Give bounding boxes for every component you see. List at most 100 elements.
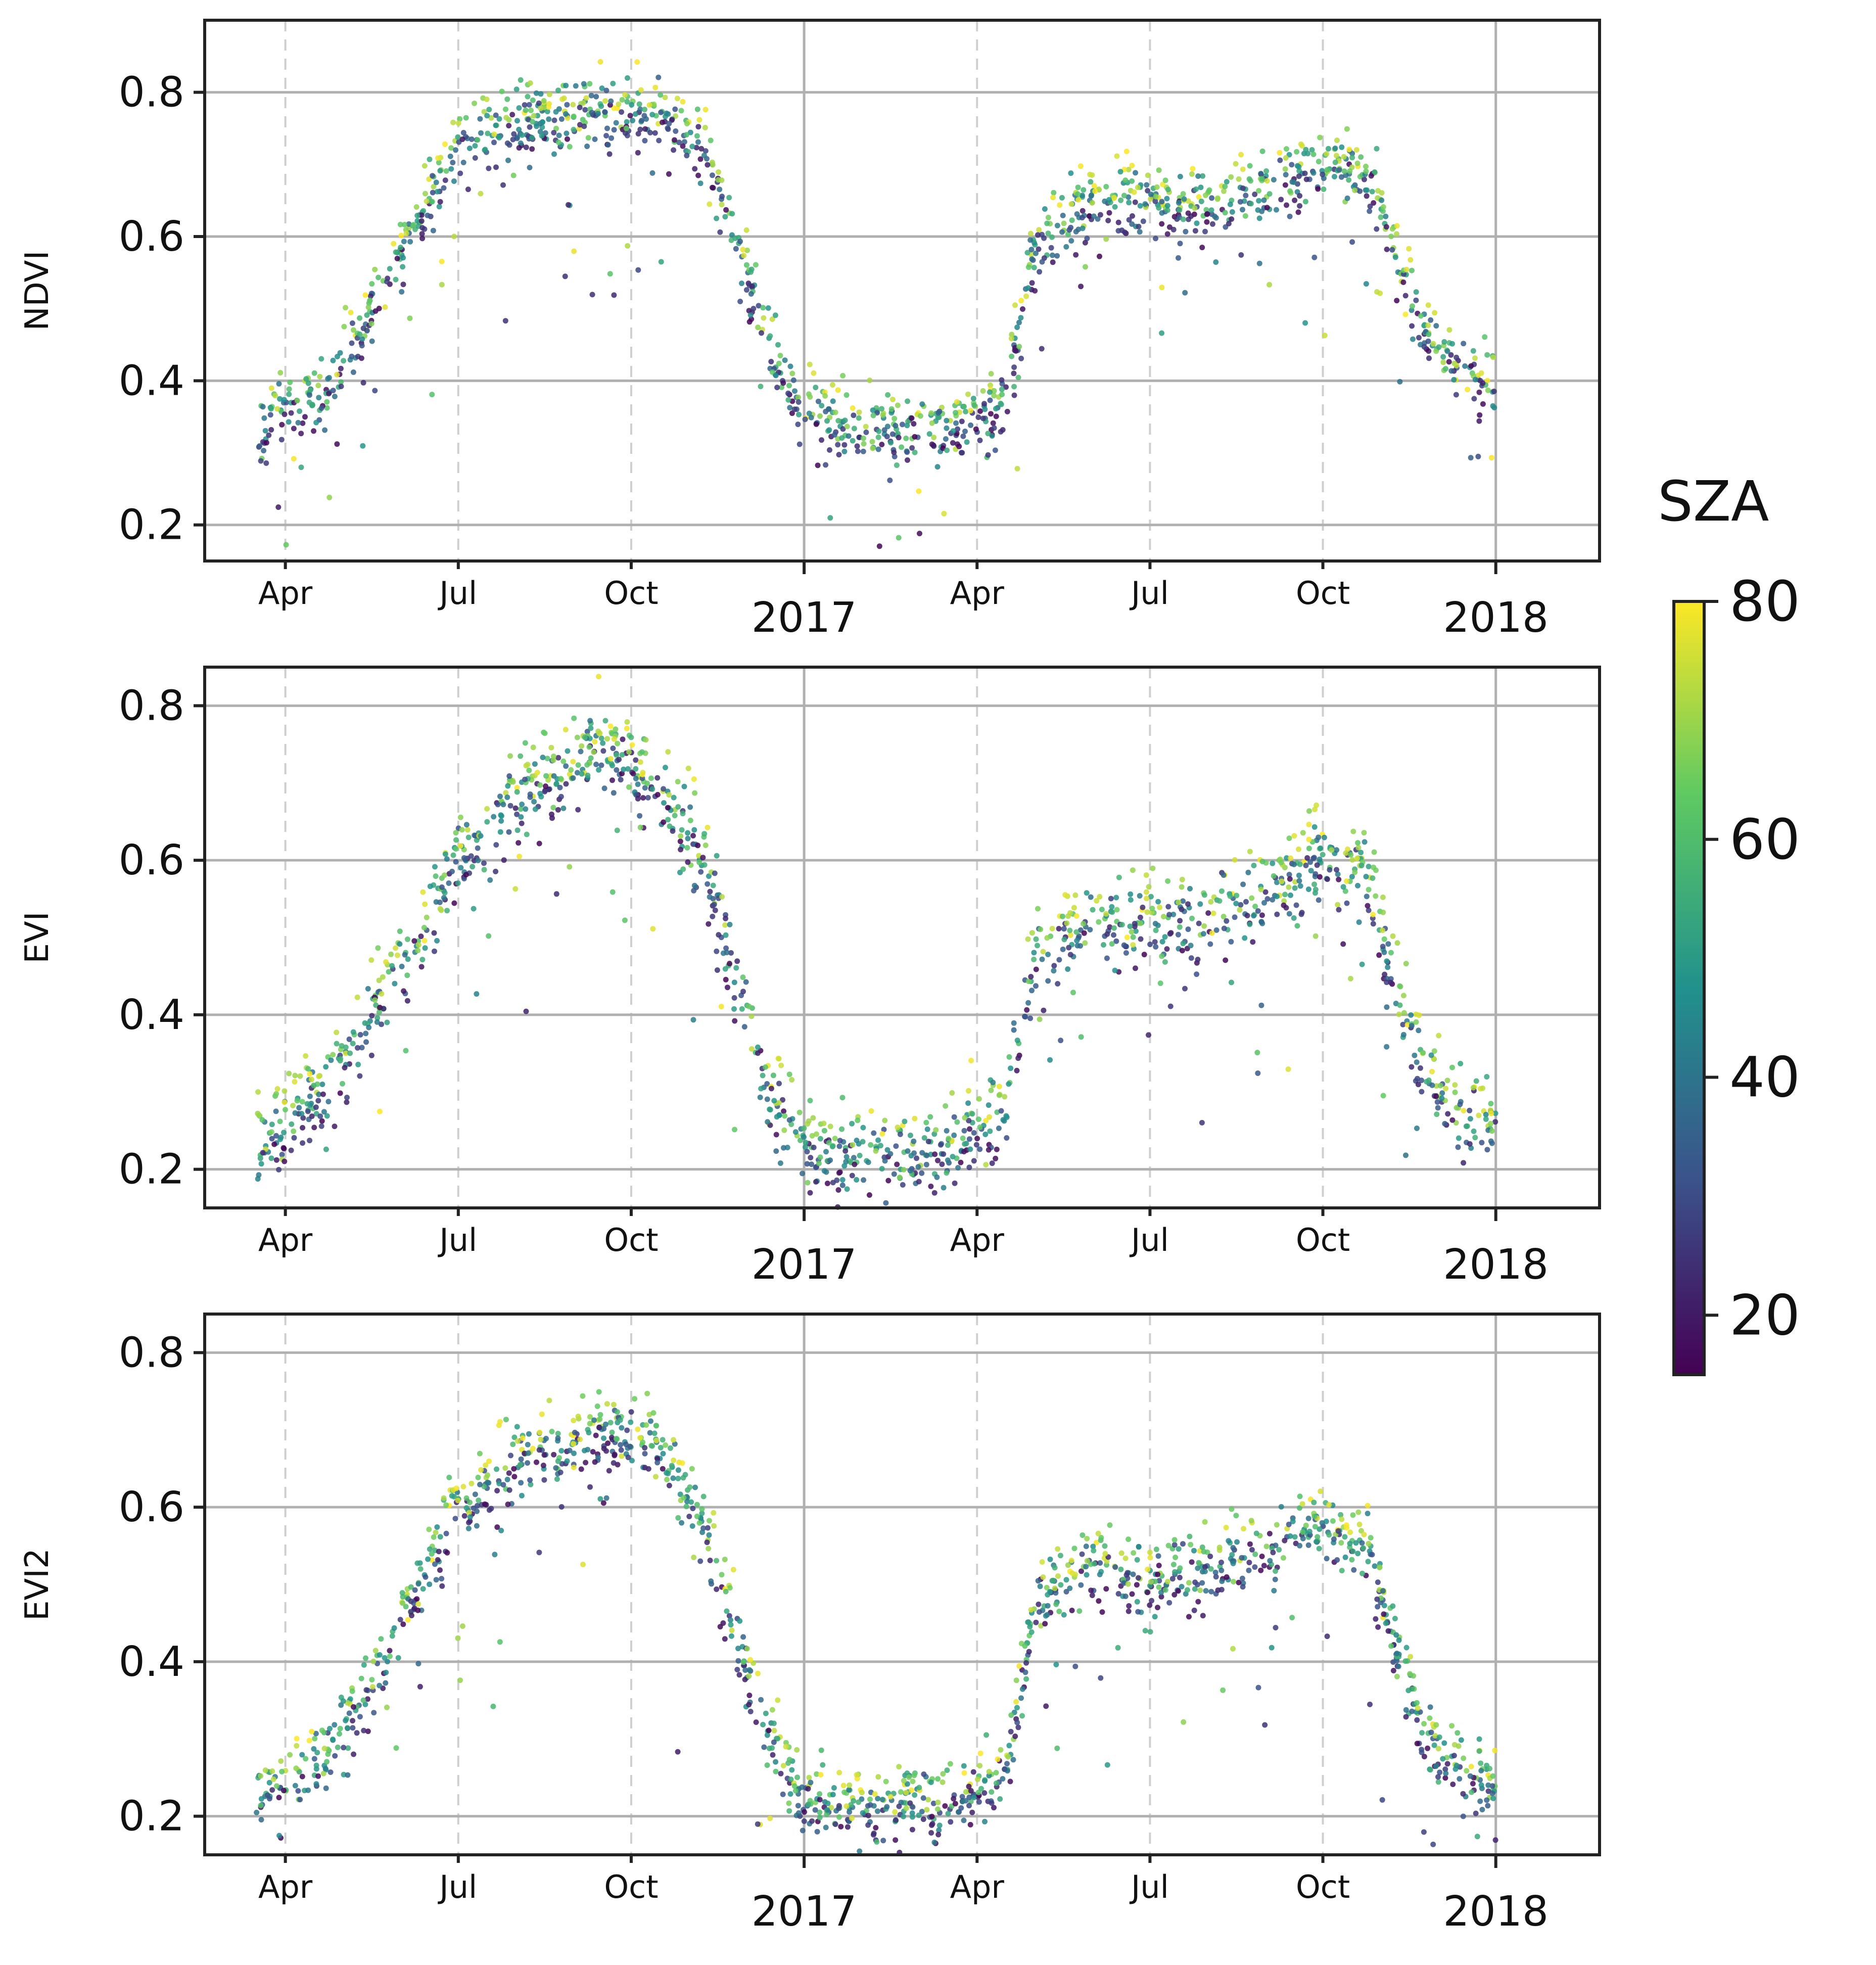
data-point xyxy=(1394,1651,1400,1656)
data-point xyxy=(549,1429,555,1434)
data-point xyxy=(699,1506,705,1512)
data-point xyxy=(1476,389,1482,395)
data-point xyxy=(324,405,330,411)
data-point xyxy=(1011,1027,1017,1033)
data-point xyxy=(1022,1643,1028,1649)
data-point xyxy=(634,59,640,65)
data-point xyxy=(1037,1016,1043,1022)
data-point xyxy=(1363,874,1369,879)
data-point xyxy=(1384,1044,1390,1050)
data-point xyxy=(1049,925,1055,931)
data-point xyxy=(575,770,580,776)
y-tick-label: 0.8 xyxy=(119,69,184,117)
data-point xyxy=(579,743,585,749)
data-point xyxy=(1106,197,1112,203)
data-point xyxy=(1267,1531,1273,1536)
data-point xyxy=(778,1062,784,1068)
data-point xyxy=(1179,1583,1185,1589)
data-point xyxy=(887,1151,894,1157)
data-point xyxy=(1080,225,1086,231)
data-point xyxy=(1063,1577,1069,1583)
data-point xyxy=(1310,855,1317,861)
data-point xyxy=(1172,1555,1179,1560)
data-point xyxy=(486,165,492,171)
data-point xyxy=(914,1155,919,1161)
data-point xyxy=(1242,935,1248,941)
data-point xyxy=(1155,1553,1161,1559)
data-point xyxy=(701,862,708,868)
data-point xyxy=(751,306,757,312)
data-point xyxy=(1317,1526,1323,1532)
data-point xyxy=(621,766,627,772)
data-point xyxy=(1410,336,1416,342)
data-point xyxy=(1121,193,1127,199)
x-tick-label: Oct xyxy=(1296,1868,1350,1905)
data-point xyxy=(807,394,813,400)
data-point xyxy=(711,1510,717,1516)
data-point xyxy=(313,1781,319,1787)
data-point xyxy=(1380,1093,1386,1099)
data-point xyxy=(1098,1675,1104,1681)
data-point xyxy=(573,83,579,89)
data-point xyxy=(802,416,808,423)
data-point xyxy=(1197,1587,1203,1594)
data-point xyxy=(986,1769,992,1775)
data-point xyxy=(1045,1603,1051,1609)
data-point xyxy=(258,1817,264,1822)
data-point xyxy=(1180,216,1186,222)
data-point xyxy=(371,1710,377,1716)
data-point xyxy=(998,400,1004,406)
data-point xyxy=(1443,366,1448,372)
data-point xyxy=(1378,214,1384,220)
data-point xyxy=(439,258,445,264)
data-point xyxy=(562,273,568,279)
data-point xyxy=(1133,965,1138,971)
data-point xyxy=(441,895,447,901)
data-point xyxy=(391,1625,397,1631)
data-point xyxy=(297,1797,303,1803)
data-point xyxy=(1479,1807,1485,1812)
data-point xyxy=(610,745,616,752)
data-point xyxy=(553,125,559,131)
data-point xyxy=(351,327,356,333)
data-point xyxy=(415,1601,421,1607)
data-point xyxy=(551,151,557,157)
data-point xyxy=(1075,184,1081,191)
data-point xyxy=(1408,257,1414,263)
data-point xyxy=(484,97,490,102)
data-point xyxy=(263,440,269,446)
data-point xyxy=(1442,1120,1448,1127)
data-point xyxy=(884,434,890,440)
data-point xyxy=(773,1768,779,1774)
data-point xyxy=(1177,207,1183,213)
data-point xyxy=(660,1437,666,1443)
data-point xyxy=(421,924,427,930)
data-point xyxy=(1145,188,1151,194)
data-point xyxy=(835,418,841,424)
data-point xyxy=(664,110,670,116)
data-point xyxy=(991,425,997,431)
data-point xyxy=(1130,934,1136,940)
data-point xyxy=(274,1783,279,1789)
data-point xyxy=(1114,153,1120,159)
data-point xyxy=(994,1146,1000,1152)
data-point xyxy=(1349,1557,1355,1563)
data-point xyxy=(625,243,631,249)
data-point xyxy=(757,1094,763,1100)
data-point xyxy=(1419,1089,1425,1095)
data-point xyxy=(279,1152,285,1157)
data-point xyxy=(1071,1546,1077,1552)
data-point xyxy=(1061,926,1067,932)
data-point xyxy=(989,1800,995,1806)
data-point xyxy=(722,1557,728,1563)
data-point xyxy=(1123,1572,1130,1578)
data-point xyxy=(973,1142,979,1148)
data-point xyxy=(316,395,322,401)
data-point xyxy=(369,281,375,287)
data-point xyxy=(1244,913,1250,919)
data-point xyxy=(1051,190,1057,196)
data-point xyxy=(1103,911,1109,917)
data-point xyxy=(1478,1768,1484,1773)
data-point xyxy=(838,1823,844,1830)
data-point xyxy=(635,796,641,802)
